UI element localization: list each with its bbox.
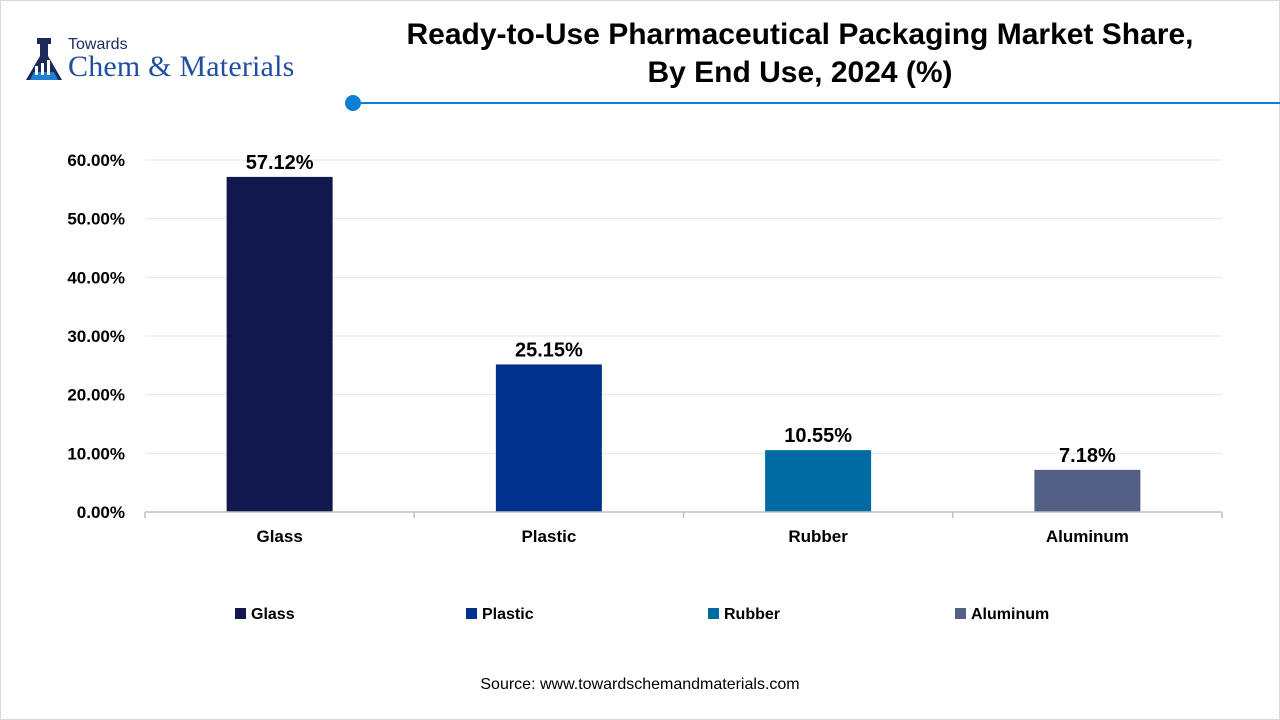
y-tick-label: 50.00% [67, 210, 125, 229]
flask-icon [26, 38, 62, 80]
title-underline-dot [345, 95, 361, 111]
source-note: Source: www.towardschemandmaterials.com [480, 676, 800, 693]
legend-label-plastic: Plastic [482, 606, 534, 623]
bar-rubber [765, 450, 872, 512]
legend-label-glass: Glass [251, 606, 295, 623]
x-tick-label-rubber: Rubber [788, 527, 848, 546]
brand-logo: Towards Chem & Materials [22, 34, 342, 90]
bar-chart: 0.00% 10.00% 20.00% 30.00% 40.00% 50.00% 60.00… [67, 151, 1223, 623]
y-axis-ticks: 0.00% 10.00% 20.00% 30.00% 40.00% 50.00% 60.00… [67, 151, 125, 522]
chart-title-line-1: Ready-to-Use Pharmaceutical Packaging Ma… [406, 18, 1194, 51]
x-tick-label-aluminum: Aluminum [1046, 527, 1129, 546]
y-tick-label: 10.00% [67, 444, 125, 463]
bars [226, 176, 1141, 512]
data-label-aluminum: 7.18% [1059, 445, 1116, 467]
y-tick-label: 30.00% [67, 327, 125, 346]
legend-label-rubber: Rubber [724, 606, 780, 623]
data-labels: 57.12% 25.15% 10.55% 7.18% [246, 152, 1116, 467]
y-tick-label: 20.00% [67, 386, 125, 405]
chart-title: Ready-to-Use Pharmaceutical Packaging Ma… [370, 16, 1230, 92]
logo-line-chem-materials: Chem & Materials [68, 50, 295, 83]
y-tick-label: 0.00% [77, 503, 125, 522]
data-label-rubber: 10.55% [784, 425, 852, 447]
y-tick-label: 60.00% [67, 151, 125, 170]
chart-title-line-2: By End Use, 2024 (%) [647, 56, 953, 89]
legend-label-aluminum: Aluminum [971, 606, 1049, 623]
bar-glass [226, 176, 333, 512]
legend-swatch-aluminum [955, 608, 966, 619]
x-tick-label-plastic: Plastic [521, 527, 576, 546]
legend-swatch-plastic [466, 608, 477, 619]
x-tick-label-glass: Glass [256, 527, 302, 546]
bar-aluminum [1034, 469, 1141, 512]
data-label-glass: 57.12% [246, 152, 314, 174]
logo-line-towards: Towards [68, 36, 128, 53]
legend-swatch-rubber [708, 608, 719, 619]
x-axis-labels: Glass Plastic Rubber Aluminum [256, 527, 1128, 546]
y-tick-label: 40.00% [67, 268, 125, 287]
legend: Glass Plastic Rubber Aluminum [235, 606, 1049, 623]
legend-swatch-glass [235, 608, 246, 619]
title-underline [345, 95, 1280, 111]
data-label-plastic: 25.15% [515, 339, 583, 361]
bar-plastic [495, 364, 602, 512]
x-axis [144, 511, 1223, 518]
